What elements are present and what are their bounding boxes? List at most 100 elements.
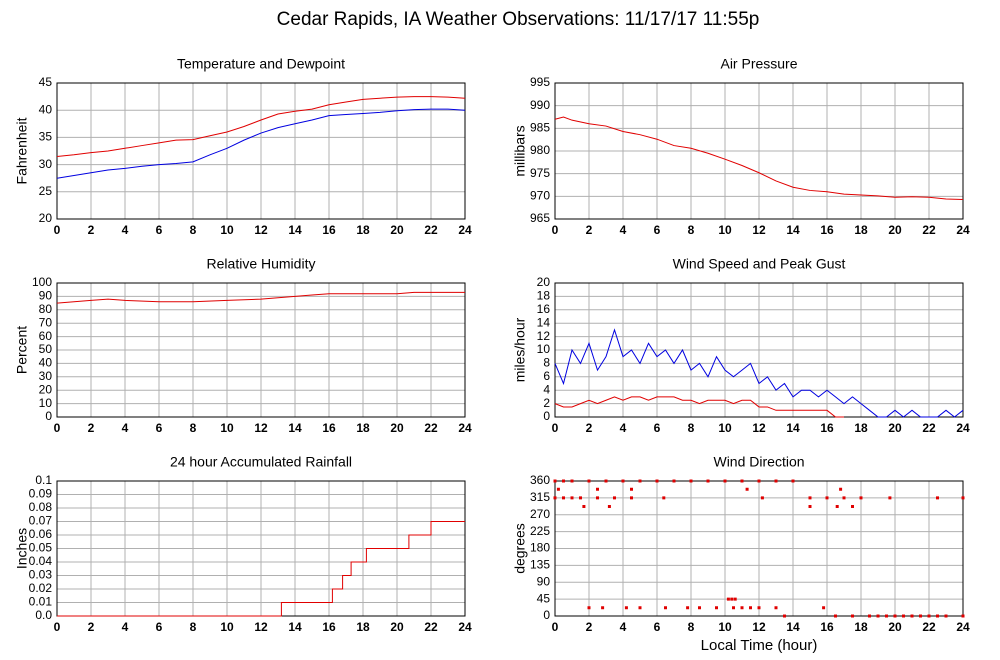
data-point bbox=[553, 496, 557, 500]
x-tick-label: 0 bbox=[552, 223, 559, 237]
data-point bbox=[808, 505, 812, 508]
data-point bbox=[927, 614, 931, 618]
y-axis-label: degrees bbox=[512, 523, 528, 574]
data-point bbox=[686, 606, 690, 610]
data-point bbox=[842, 496, 846, 500]
x-tick-label: 0 bbox=[54, 223, 61, 237]
y-tick-label: 0.1 bbox=[35, 473, 52, 487]
data-point bbox=[774, 606, 778, 610]
subplot-title: Relative Humidity bbox=[207, 256, 316, 272]
data-point bbox=[604, 479, 608, 483]
x-tick-label: 8 bbox=[190, 421, 197, 435]
x-tick-label: 0 bbox=[54, 421, 61, 435]
x-tick-label: 18 bbox=[854, 620, 868, 634]
y-tick-label: 0 bbox=[543, 409, 550, 423]
y-tick-label: 0.07 bbox=[29, 514, 53, 528]
subplot-title: 24 hour Accumulated Rainfall bbox=[170, 454, 352, 470]
x-tick-label: 8 bbox=[688, 421, 695, 435]
y-tick-label: 985 bbox=[530, 121, 550, 135]
x-tick-label: 22 bbox=[424, 421, 438, 435]
subplot: Relative HumidityPercent0102030405060708… bbox=[14, 256, 472, 435]
x-tick-label: 24 bbox=[458, 223, 472, 237]
x-tick-label: 16 bbox=[322, 620, 336, 634]
data-line bbox=[554, 116, 964, 201]
x-tick-label: 22 bbox=[424, 620, 438, 634]
data-point bbox=[825, 496, 829, 500]
x-tick-label: 0 bbox=[54, 620, 61, 634]
data-point bbox=[698, 606, 701, 610]
subplot-title: Wind Direction bbox=[713, 454, 804, 470]
y-tick-label: 20 bbox=[39, 382, 53, 396]
data-point bbox=[835, 505, 839, 508]
x-tick-label: 24 bbox=[458, 620, 472, 634]
data-point bbox=[723, 479, 727, 483]
x-axis-label: Local Time (hour) bbox=[701, 637, 818, 654]
y-tick-label: 980 bbox=[530, 143, 550, 157]
x-tick-label: 4 bbox=[620, 223, 627, 237]
plot-frame bbox=[56, 82, 466, 220]
y-tick-label: 30 bbox=[39, 157, 53, 171]
x-tick-label: 8 bbox=[190, 620, 197, 634]
data-line bbox=[56, 291, 465, 304]
y-tick-label: 965 bbox=[530, 211, 550, 225]
data-point bbox=[730, 597, 734, 601]
data-point bbox=[944, 614, 948, 618]
y-tick-label: 0.06 bbox=[29, 527, 53, 541]
x-tick-label: 2 bbox=[586, 421, 593, 435]
subplot-title: Wind Speed and Peak Gust bbox=[673, 256, 846, 272]
data-point bbox=[757, 606, 761, 610]
data-point bbox=[562, 479, 565, 483]
subplot: Wind Speed and Peak Gustmiles/hour024681… bbox=[512, 256, 970, 435]
x-tick-label: 20 bbox=[390, 223, 404, 237]
x-tick-label: 4 bbox=[620, 421, 627, 435]
y-tick-label: 135 bbox=[530, 558, 550, 572]
y-tick-label: 995 bbox=[530, 75, 550, 89]
data-point bbox=[961, 496, 965, 500]
y-tick-label: 20 bbox=[39, 211, 53, 225]
x-tick-label: 18 bbox=[854, 421, 868, 435]
y-tick-label: 60 bbox=[39, 329, 53, 343]
data-point bbox=[596, 487, 599, 491]
x-tick-label: 8 bbox=[190, 223, 197, 237]
x-tick-label: 10 bbox=[220, 620, 234, 634]
plot-frame bbox=[554, 282, 964, 418]
y-tick-label: 8 bbox=[543, 356, 550, 370]
data-point bbox=[936, 614, 939, 618]
x-tick-label: 24 bbox=[458, 421, 472, 435]
x-tick-label: 14 bbox=[288, 223, 302, 237]
x-tick-label: 6 bbox=[156, 421, 163, 435]
y-tick-label: 180 bbox=[530, 541, 550, 555]
x-tick-label: 4 bbox=[122, 223, 129, 237]
x-tick-label: 18 bbox=[356, 620, 370, 634]
y-tick-label: 16 bbox=[537, 302, 551, 316]
x-tick-label: 2 bbox=[586, 223, 593, 237]
y-tick-label: 10 bbox=[537, 342, 551, 356]
y-tick-label: 40 bbox=[39, 356, 53, 370]
x-tick-label: 2 bbox=[586, 620, 593, 634]
x-tick-label: 14 bbox=[288, 620, 302, 634]
data-point bbox=[621, 479, 625, 483]
subplot: Temperature and DewpointFahrenheit202530… bbox=[14, 56, 472, 237]
subplot: Wind Direction degrees Local Time (hour) 0 4… bbox=[512, 454, 970, 654]
y-tick-label: 4 bbox=[543, 382, 550, 396]
x-tick-label: 4 bbox=[620, 620, 627, 634]
data-point bbox=[689, 479, 693, 483]
x-tick-label: 10 bbox=[220, 223, 234, 237]
data-point bbox=[740, 606, 744, 610]
x-tick-label: 16 bbox=[820, 223, 834, 237]
y-tick-label: 40 bbox=[39, 102, 53, 116]
data-point bbox=[570, 496, 574, 500]
data-point bbox=[791, 479, 795, 483]
x-tick-label: 16 bbox=[322, 421, 336, 435]
x-tick-label: 22 bbox=[922, 620, 936, 634]
y-tick-label: 270 bbox=[530, 507, 550, 521]
y-tick-label: 18 bbox=[537, 289, 551, 303]
data-point bbox=[732, 606, 735, 610]
y-tick-label: 975 bbox=[530, 166, 550, 180]
x-tick-label: 12 bbox=[752, 620, 766, 634]
y-tick-label: 25 bbox=[39, 184, 53, 198]
data-point bbox=[757, 479, 761, 483]
x-tick-label: 0 bbox=[552, 620, 559, 634]
